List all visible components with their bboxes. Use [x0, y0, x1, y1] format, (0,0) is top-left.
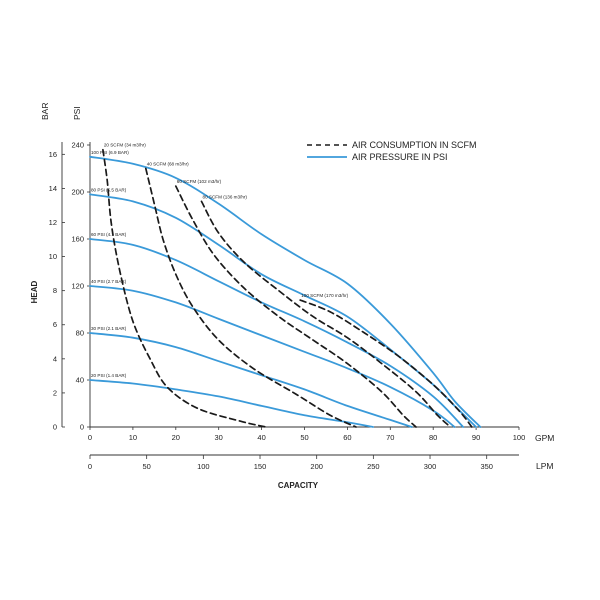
psi-tick-label: 160 [71, 235, 84, 244]
bar-unit-label: BAR [40, 103, 50, 120]
psi-tick-label: 200 [71, 188, 84, 197]
legend-air-consumption: AIR CONSUMPTION IN SCFM [352, 140, 477, 150]
air-pressure-curve-2 [89, 238, 465, 428]
gpm-tick-label: 50 [300, 433, 308, 442]
air-consumption-curve-8 [174, 185, 417, 428]
bar-tick-label: 16 [49, 150, 57, 159]
air-pressure-label-4: 30 PSI (2.1 BAR) [91, 326, 127, 331]
air-consumption-label-6: 20 SCFM (34 m3/hr) [104, 143, 146, 148]
gpm-tick-label: 10 [129, 433, 137, 442]
psi-tick-label: 40 [76, 376, 84, 385]
legend: AIR CONSUMPTION IN SCFM AIR PRESSURE IN … [307, 140, 477, 162]
gpm-tick-label: 90 [472, 433, 480, 442]
gpm-unit-label: GPM [535, 433, 554, 443]
gpm-tick-label: 20 [172, 433, 180, 442]
lpm-tick-label: 100 [197, 462, 210, 471]
air-consumption-curve-7 [144, 167, 357, 428]
curves [89, 148, 482, 428]
gpm-tick-label: 40 [257, 433, 265, 442]
lpm-tick-label: 300 [424, 462, 437, 471]
air-consumption-label-10: 100 SCFM (170 m3/hr) [301, 293, 348, 298]
lpm-tick-label: 250 [367, 462, 380, 471]
psi-tick-label: 240 [71, 141, 84, 150]
lpm-tick-label: 200 [310, 462, 323, 471]
air-pressure-label-3: 40 PSI (2.7 BAR) [91, 279, 127, 284]
lpm-unit-label: LPM [536, 461, 553, 471]
bar-tick-label: 0 [53, 423, 57, 432]
air-consumption-label-8: 60 SCFM (102 m3/hr) [177, 179, 222, 184]
bar-tick-label: 8 [53, 286, 57, 295]
capacity-axis-title: CAPACITY [278, 481, 319, 490]
air-pressure-label-1: 80 PSI (5.5 BAR) [91, 187, 127, 192]
air-pressure-curve-4 [89, 332, 413, 428]
air-consumption-curve-10 [299, 299, 473, 428]
air-pressure-curve-1 [89, 193, 477, 428]
air-consumption-curve-9 [200, 200, 452, 428]
bar-tick-label: 14 [49, 184, 57, 193]
air-consumption-label-7: 40 SCFM (68 m3/hr) [147, 162, 189, 167]
air-pressure-label-5: 20 PSI (1.4 BAR) [91, 373, 127, 378]
psi-tick-label: 80 [76, 329, 84, 338]
bar-tick-label: 12 [49, 218, 57, 227]
head-axis-title: HEAD [30, 280, 39, 303]
gpm-tick-label: 70 [386, 433, 394, 442]
bar-tick-label: 10 [49, 252, 57, 261]
psi-tick-label: 120 [71, 282, 84, 291]
gpm-tick-label: 100 [513, 433, 526, 442]
curve-labels: 100 PSI (6.9 BAR) 80 PSI (5.5 BAR) 60 PSI … [91, 143, 349, 378]
psi-unit-label: PSI [72, 106, 82, 120]
axes [61, 142, 519, 456]
air-pressure-curve-5 [89, 379, 374, 428]
psi-tick-label: 0 [80, 423, 84, 432]
lpm-tick-label: 0 [88, 462, 92, 471]
air-pressure-label-2: 60 PSI (4.1 BAR) [91, 232, 127, 237]
bar-tick-label: 6 [53, 320, 57, 329]
bar-tick-label: 4 [53, 354, 57, 363]
lpm-tick-label: 150 [254, 462, 267, 471]
air-consumption-label-9: 80 SCFM (136 m3/hr) [203, 194, 248, 199]
air-consumption-curve-6 [102, 148, 267, 428]
air-pressure-curve-3 [89, 285, 456, 428]
gpm-tick-label: 0 [88, 433, 92, 442]
gpm-tick-label: 30 [215, 433, 223, 442]
air-pressure-label-0: 100 PSI (6.9 BAR) [91, 150, 129, 155]
gpm-tick-label: 80 [429, 433, 437, 442]
lpm-tick-label: 350 [480, 462, 493, 471]
lpm-tick-label: 50 [142, 462, 150, 471]
bar-tick-label: 2 [53, 388, 57, 397]
legend-air-pressure: AIR PRESSURE IN PSI [352, 152, 448, 162]
air-pressure-curve-0 [89, 155, 482, 428]
gpm-tick-label: 60 [343, 433, 351, 442]
